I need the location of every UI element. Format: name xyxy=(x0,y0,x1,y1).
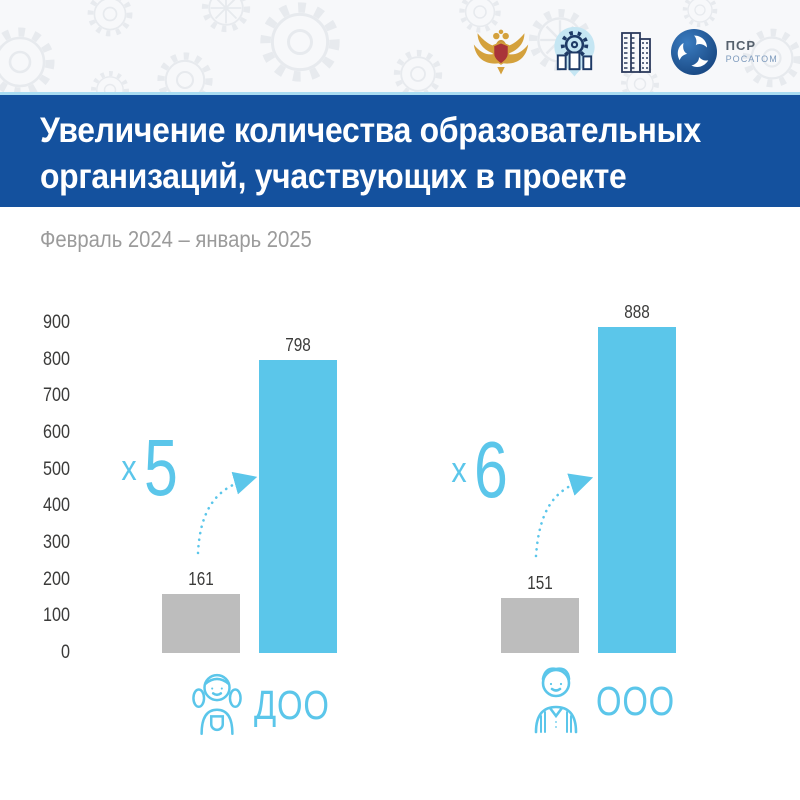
y-tick-label: 400 xyxy=(43,495,70,517)
bar-before-group-2 xyxy=(501,597,579,653)
bar-value-label: 151 xyxy=(527,572,553,593)
category-group-1: ДОО xyxy=(192,668,349,736)
bar-value-label: 798 xyxy=(285,335,311,356)
multiplier-group-2: x 6 xyxy=(450,430,519,510)
y-tick-label: 100 xyxy=(43,605,70,627)
category-group-2: ООО xyxy=(528,664,695,734)
y-tick-label: 600 xyxy=(43,422,70,443)
ministry-coat-of-arms-logo xyxy=(473,29,528,74)
rosatom-logo: ПСР РОСАТОМ xyxy=(670,28,778,76)
y-tick-label: 800 xyxy=(43,348,70,370)
growth-arrow-1 xyxy=(196,471,258,555)
multiplier-value-2: 6 xyxy=(474,425,508,514)
logo-row: ПСР РОСАТОМ xyxy=(471,24,778,79)
period-subtitle: Февраль 2024 – январь 2025 xyxy=(40,226,312,252)
page-title-line2: организаций, участвующих в проекте xyxy=(40,157,627,196)
multiplier-x-2: x xyxy=(451,449,467,490)
rosatom-text-top: ПСР xyxy=(725,37,756,53)
y-tick-label: 200 xyxy=(43,568,70,590)
project-pin-emblem-logo xyxy=(553,26,595,77)
y-tick-label: 700 xyxy=(43,385,70,407)
bar-after-group-1 xyxy=(259,360,337,653)
rosatom-text: ПСР РОСАТОМ xyxy=(726,38,778,66)
bar-after-group-2 xyxy=(598,327,676,653)
y-tick-label: 500 xyxy=(43,458,70,480)
header-separator xyxy=(0,92,800,95)
building-logo xyxy=(620,31,651,73)
bar-before-group-1 xyxy=(162,593,240,653)
girl-icon xyxy=(192,673,242,735)
boy-icon xyxy=(534,667,578,734)
title-banner: Увеличение количества образовательных ор… xyxy=(0,95,800,207)
y-tick-label: 300 xyxy=(43,532,70,553)
category-label-1: ДОО xyxy=(254,682,330,728)
multiplier-group-1: x 5 xyxy=(120,428,189,508)
multiplier-value-1: 5 xyxy=(144,423,178,512)
header: ПСР РОСАТОМ xyxy=(0,0,800,92)
bar-value-label: 888 xyxy=(624,302,650,323)
growth-arrow-2 xyxy=(534,473,594,558)
y-tick-label: 900 xyxy=(43,312,70,333)
multiplier-x-1: x xyxy=(121,447,137,488)
rosatom-text-bottom: РОСАТОМ xyxy=(725,54,778,64)
category-label-2: ООО xyxy=(596,678,675,724)
y-tick-label: 0 xyxy=(61,642,70,663)
rosatom-icon xyxy=(670,28,717,75)
page-title-line1: Увеличение количества образовательных xyxy=(40,111,701,150)
bar-value-label: 161 xyxy=(188,568,214,589)
